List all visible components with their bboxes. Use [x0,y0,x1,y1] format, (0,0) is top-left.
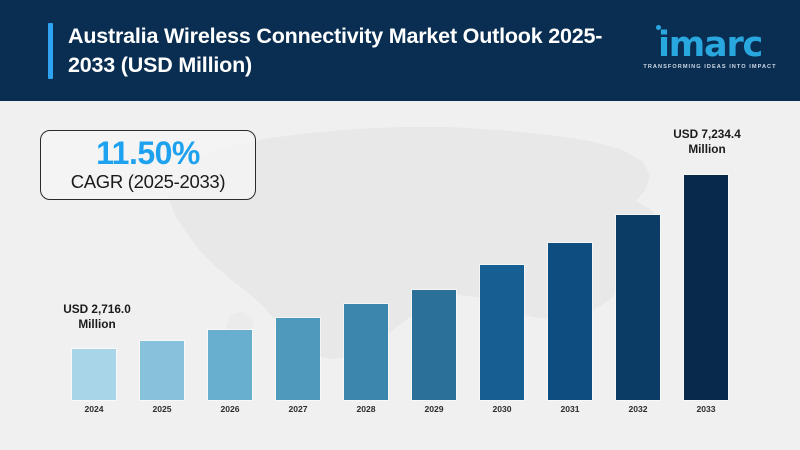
bar-2033[interactable] [684,175,728,400]
first-bar-value-label: USD 2,716.0 Million [22,302,172,332]
x-axis-label-2024: 2024 [84,404,104,414]
x-axis-label-2027: 2027 [288,404,308,414]
x-axis-label-2025: 2025 [152,404,172,414]
cagr-callout: 11.50% CAGR (2025-2033) [40,130,256,200]
cagr-label: CAGR (2025-2033) [70,170,226,192]
x-axis-label-2031: 2031 [560,404,580,414]
bar-2024[interactable] [72,349,116,400]
header-accent-bar [48,23,53,79]
last-bar-value-label: USD 7,234.4 Million [632,127,782,157]
bar-2028[interactable] [344,304,388,400]
x-axis-label-2030: 2030 [492,404,512,414]
x-axis-label-2028: 2028 [356,404,376,414]
logo-wordmark: imarc [657,25,763,65]
last-bar-value-line1: USD 7,234.4 [673,127,741,141]
last-bar-value-line2: Million [688,142,726,156]
logo-tagline: TRANSFORMING IDEAS INTO IMPACT [643,64,777,70]
logo-dot-icon [656,25,661,30]
first-bar-value-line1: USD 2,716.0 [63,302,131,316]
x-axis-label-2032: 2032 [628,404,648,414]
page-title: Australia Wireless Connectivity Market O… [68,24,603,77]
x-axis-label-2029: 2029 [424,404,444,414]
header-banner: Australia Wireless Connectivity Market O… [0,0,800,101]
cagr-value: 11.50% [96,134,200,171]
bar-2025[interactable] [140,341,184,400]
bar-2027[interactable] [276,318,320,400]
bar-2031[interactable] [548,243,592,400]
bar-2026[interactable] [208,330,252,400]
bar-2032[interactable] [616,215,660,400]
x-axis-label-2033: 2033 [696,404,716,414]
imarc-logo[interactable]: imarc TRANSFORMING IDEAS INTO IMPACT [642,25,778,70]
x-axis-label-2026: 2026 [220,404,240,414]
bar-2029[interactable] [412,290,456,400]
first-bar-value-line2: Million [78,317,116,331]
bar-2030[interactable] [480,265,524,400]
